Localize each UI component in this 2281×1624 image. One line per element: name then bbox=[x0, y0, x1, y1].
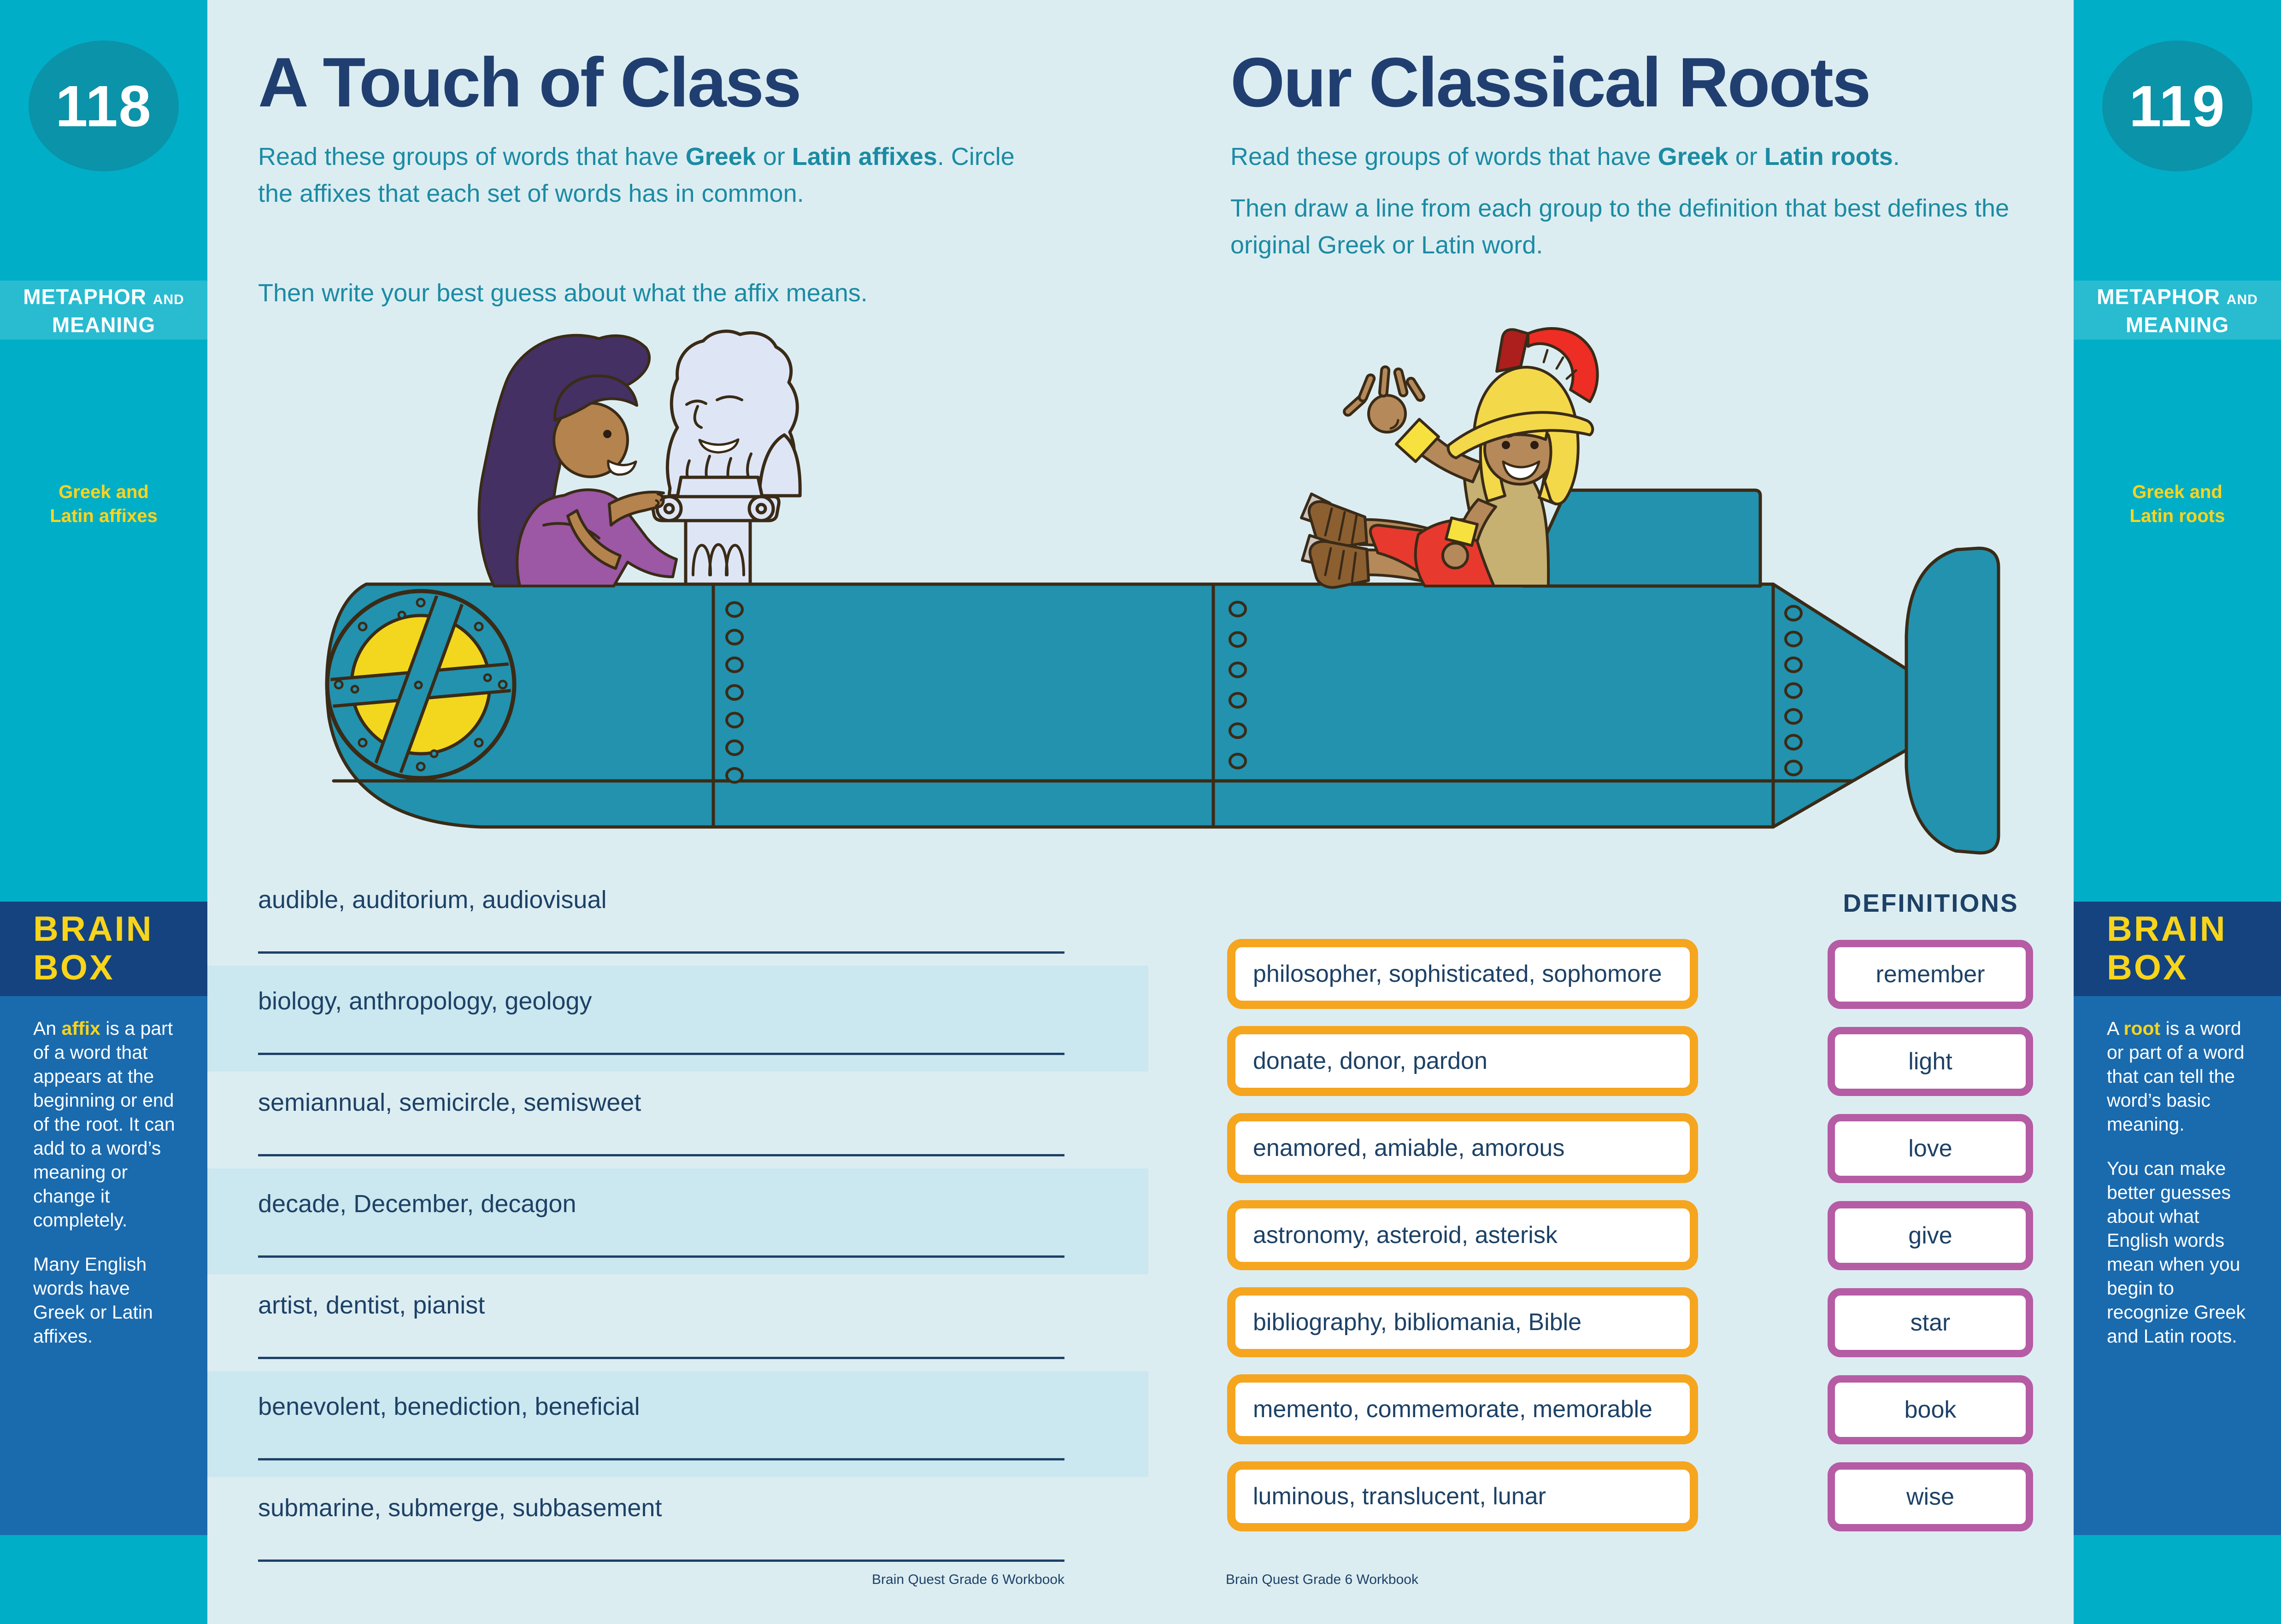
left-page-instructions-2: Then write your best guess about what th… bbox=[258, 279, 868, 307]
right-page-instructions-1: Read these groups of words that have Gre… bbox=[1230, 143, 1900, 170]
right-page-title: Our Classical Roots bbox=[1230, 43, 1871, 122]
page-number: 118 bbox=[55, 73, 152, 139]
submarine-hull bbox=[325, 582, 1908, 829]
answer-blank[interactable] bbox=[258, 1357, 1064, 1359]
arm-extended bbox=[608, 491, 665, 527]
left-page-instructions-1: Read these groups of words that have Gre… bbox=[258, 143, 1015, 207]
page-number-badge-left: 118 bbox=[29, 41, 179, 171]
brain-box-title-left: BRAIN BOX bbox=[0, 902, 207, 996]
helmet-brim bbox=[1446, 411, 1594, 459]
definition-box[interactable]: remember bbox=[1828, 940, 2033, 1009]
greek-woman bbox=[477, 334, 678, 587]
word-group-affix: artist, dentist, pianist bbox=[258, 1291, 485, 1319]
strand-word2: MEANING bbox=[52, 312, 156, 337]
word-group-box[interactable]: enamored, amiable, amorous bbox=[1227, 1113, 1698, 1183]
highlight-term-root: root bbox=[2123, 1018, 2161, 1039]
definition-box[interactable]: light bbox=[1828, 1027, 2033, 1096]
row-stripe bbox=[207, 966, 1148, 1072]
word-group-box[interactable]: astronomy, asteroid, asterisk bbox=[1227, 1200, 1698, 1270]
strand-conj: AND bbox=[153, 292, 184, 307]
word-group-box[interactable]: donate, donor, pardon bbox=[1227, 1026, 1698, 1096]
topic-label-right: Greek and Latin roots bbox=[2129, 482, 2225, 526]
boot bbox=[1308, 540, 1370, 589]
right-page-instructions-2: Then draw a line from each group to the … bbox=[1230, 194, 2010, 259]
roman-soldier bbox=[1300, 327, 1599, 589]
word-group-box[interactable]: philosopher, sophisticated, sophomore bbox=[1227, 939, 1698, 1009]
definition-box[interactable]: wise bbox=[1828, 1462, 2033, 1531]
word-group-box[interactable]: memento, commemorate, memorable bbox=[1227, 1374, 1698, 1444]
brain-box-title-right: BRAIN BOX bbox=[2074, 902, 2281, 996]
definitions-heading: DEFINITIONS bbox=[1843, 889, 2019, 917]
page-number-badge-right: 119 bbox=[2102, 41, 2252, 171]
word-group-affix: semiannual, semicircle, semisweet bbox=[258, 1089, 641, 1116]
rivet-column bbox=[725, 601, 1803, 784]
answer-blank[interactable] bbox=[258, 951, 1064, 954]
left-page-title: A Touch of Class bbox=[258, 43, 802, 122]
topic-label-left: Greek and Latin affixes bbox=[50, 482, 158, 526]
word-group-affix: audible, auditorium, audiovisual bbox=[258, 886, 607, 914]
tail-fin bbox=[1905, 546, 2000, 855]
right-sidebar: 119 METAPHOR AND MEANING Greek and Latin… bbox=[2074, 0, 2281, 1624]
row-stripe bbox=[207, 1168, 1148, 1274]
answer-blank[interactable] bbox=[258, 1560, 1064, 1562]
strand-word1: METAPHOR bbox=[23, 284, 147, 309]
statue bbox=[650, 329, 802, 586]
highlight-term-affix: affix bbox=[61, 1018, 100, 1039]
hair-fringe bbox=[553, 374, 638, 422]
word-group-affix: benevolent, benediction, beneficial bbox=[258, 1393, 640, 1420]
answer-blank[interactable] bbox=[258, 1053, 1064, 1055]
submarine-illustration bbox=[325, 327, 2000, 855]
definition-box[interactable]: love bbox=[1828, 1114, 2033, 1183]
strand-banner-right: METAPHOR AND MEANING bbox=[2074, 281, 2281, 340]
left-page-footer: Brain Quest Grade 6 Workbook bbox=[872, 1572, 1064, 1587]
answer-blank[interactable] bbox=[258, 1458, 1064, 1460]
word-group-box[interactable]: luminous, translucent, lunar bbox=[1227, 1461, 1698, 1531]
word-group-box[interactable]: bibliography, bibliomania, Bible bbox=[1227, 1287, 1698, 1357]
definition-box[interactable]: book bbox=[1828, 1375, 2033, 1444]
word-group-affix: biology, anthropology, geology bbox=[258, 987, 592, 1015]
word-group-affix: submarine, submerge, subbasement bbox=[258, 1494, 662, 1522]
row-stripe bbox=[207, 1371, 1148, 1477]
helmet-crest bbox=[1527, 327, 1599, 403]
answer-blank[interactable] bbox=[258, 1154, 1064, 1156]
strand-banner-left: METAPHOR AND MEANING bbox=[0, 281, 207, 340]
left-sidebar: 118 METAPHOR AND MEANING Greek and Latin… bbox=[0, 0, 207, 1624]
page-number: 119 bbox=[2129, 73, 2226, 139]
right-page-footer: Brain Quest Grade 6 Workbook bbox=[1226, 1572, 1418, 1587]
answer-blank[interactable] bbox=[258, 1255, 1064, 1258]
helmet-crest-front bbox=[1495, 328, 1529, 373]
definition-box[interactable]: give bbox=[1828, 1201, 2033, 1270]
skirt-flap bbox=[1369, 524, 1425, 577]
brain-box-body-left: An affix is a part of a word that appear… bbox=[0, 996, 207, 1535]
definition-box[interactable]: star bbox=[1828, 1288, 2033, 1357]
brain-box-body-right: A root is a word or part of a word that … bbox=[2074, 996, 2281, 1535]
porthole bbox=[325, 589, 517, 780]
arm-lower bbox=[566, 509, 622, 570]
word-group-affix: decade, December, decagon bbox=[258, 1190, 576, 1218]
